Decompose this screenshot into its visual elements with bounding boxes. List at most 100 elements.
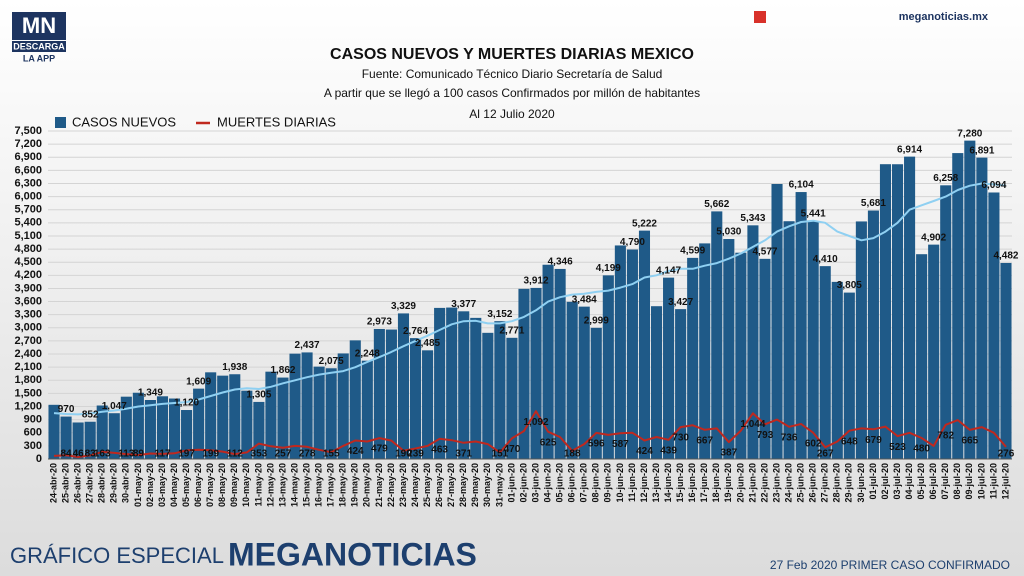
line-value-label: 424 [636, 446, 653, 457]
bar-value-label: 1,609 [186, 376, 211, 387]
bar [626, 249, 638, 459]
bar [807, 221, 819, 459]
x-tick-label: 03-may-20 [157, 463, 167, 507]
x-tick-label: 25-jun-20 [795, 463, 805, 503]
bar [506, 337, 518, 459]
y-tick-label: 300 [24, 440, 42, 452]
line-value-label: 648 [841, 436, 858, 447]
bar-value-label: 3,912 [524, 276, 549, 287]
bar [638, 230, 651, 459]
y-tick-label: 4,200 [14, 269, 42, 281]
bar [60, 416, 72, 459]
bar-value-label: 6,914 [897, 144, 922, 155]
y-tick-label: 6,600 [14, 164, 42, 176]
line-value-label: 439 [660, 445, 677, 456]
line-value-label: 793 [757, 430, 774, 441]
bar-value-label: 1,938 [222, 362, 247, 373]
line-value-label: 523 [889, 442, 906, 453]
bar [735, 252, 747, 459]
x-tick-label: 14-may-20 [289, 463, 299, 507]
x-tick-label: 01-may-20 [133, 463, 143, 507]
y-tick-label: 1,800 [14, 374, 42, 386]
bar-value-label: 3,805 [837, 280, 862, 291]
bar [337, 353, 349, 459]
x-tick-label: 07-jul-20 [940, 463, 950, 500]
bar [675, 309, 687, 459]
line-value-label: 276 [998, 449, 1015, 460]
bar [482, 332, 494, 459]
line-value-label: 112 [227, 449, 244, 460]
bar [397, 313, 410, 459]
line-value-label: 117 [154, 449, 171, 460]
bar [132, 392, 144, 459]
bar-value-label: 1,305 [246, 390, 271, 401]
x-tick-label: 11-jun-20 [627, 463, 637, 502]
line-value-label: 257 [275, 449, 292, 460]
legend-swatch [55, 117, 66, 128]
bar [446, 307, 458, 459]
site: meganoticias.mx [899, 11, 989, 23]
bar [422, 350, 434, 459]
line-value-label: 1,044 [740, 419, 765, 430]
bar [566, 301, 578, 459]
bar [458, 311, 470, 459]
footer-brand: MEGANOTICIAS [228, 536, 477, 572]
line-value-label: 353 [251, 449, 268, 460]
logo-sub-box [12, 41, 66, 52]
subtitle: Al 12 Julio 2020 [469, 107, 555, 121]
bar-value-label: 3,427 [668, 297, 693, 308]
bar [120, 396, 132, 459]
x-tick-label: 04-jun-20 [542, 463, 552, 503]
bar [361, 360, 373, 459]
footer-left: GRÁFICO ESPECIAL [10, 543, 224, 568]
x-tick-label: 06-jul-20 [928, 463, 938, 500]
x-tick-label: 20-jun-20 [735, 463, 745, 503]
bar-value-label: 2,075 [319, 356, 344, 367]
y-tick-label: 0 [36, 453, 42, 465]
line-value-label: 587 [612, 439, 629, 450]
bar-value-label: 2,973 [367, 317, 392, 328]
bar-value-label: 5,681 [861, 198, 886, 209]
line-value-label: 84 [61, 449, 73, 460]
x-tick-label: 09-jul-20 [964, 463, 974, 500]
bar [289, 353, 301, 459]
bar-value-label: 4,199 [596, 263, 621, 274]
line-value-label: 730 [672, 433, 689, 444]
y-tick-label: 3,300 [14, 309, 42, 321]
deaths-line [53, 410, 1007, 458]
bar [867, 210, 879, 459]
bar [590, 327, 602, 459]
bar [301, 352, 313, 459]
bar [843, 292, 855, 459]
bar [976, 157, 988, 459]
bar [385, 329, 397, 459]
legend-label: MUERTES DIARIAS [217, 114, 336, 129]
logo-box [12, 12, 66, 40]
x-tick-label: 30-may-20 [482, 463, 492, 507]
bar-value-label: 6,094 [981, 180, 1006, 191]
bar [855, 221, 867, 459]
bar-value-label: 3,329 [391, 301, 416, 312]
bar-value-label: 7,280 [957, 128, 982, 139]
bar [349, 340, 361, 459]
bar [518, 288, 530, 459]
x-tick-label: 03-jul-20 [892, 463, 902, 500]
x-tick-label: 05-jun-20 [554, 463, 564, 503]
y-tick-label: 7,500 [14, 125, 42, 137]
bar [711, 211, 723, 459]
line-value-label: 371 [455, 448, 472, 459]
bar-value-label: 5,343 [740, 213, 765, 224]
bar [48, 404, 60, 459]
bar [313, 366, 325, 459]
bar-value-label: 1,120 [174, 398, 199, 409]
bar-value-label: 4,790 [620, 237, 645, 248]
legend-label: CASOS NUEVOS [72, 114, 176, 129]
x-tick-label: 23-jun-20 [771, 463, 781, 503]
x-tick-label: 03-jun-20 [530, 463, 540, 503]
line-value-label: 188 [564, 449, 581, 460]
bar [96, 405, 108, 459]
x-tick-label: 07-may-20 [205, 463, 215, 507]
bar [325, 368, 337, 459]
bar [771, 184, 783, 459]
bar [952, 153, 964, 459]
